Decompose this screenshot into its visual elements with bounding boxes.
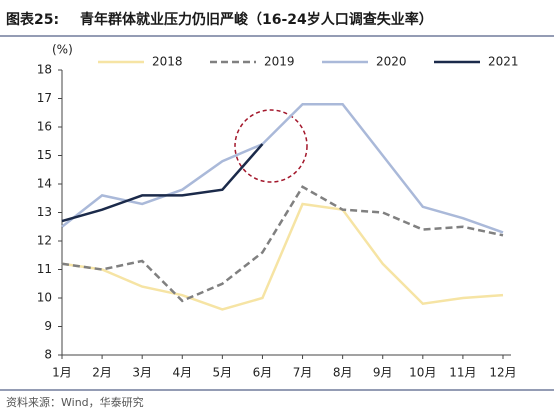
legend-label: 2020: [376, 55, 407, 69]
y-tick-label: 11: [37, 262, 52, 276]
y-tick-label: 9: [44, 319, 52, 333]
y-tick-label: 8: [44, 348, 52, 362]
x-tick-label: 11月: [449, 366, 476, 380]
y-tick-label: 17: [37, 91, 52, 105]
legend-label: 2019: [264, 55, 295, 69]
x-tick-label: 6月: [253, 366, 273, 380]
x-tick-label: 3月: [132, 366, 152, 380]
x-tick-label: 8月: [333, 366, 353, 380]
series-line: [61, 185, 504, 303]
series-line: [61, 202, 504, 311]
series-line: [61, 102, 504, 234]
source: 资料来源：Wind，华泰研究: [6, 395, 144, 409]
y-tick-label: 13: [37, 205, 52, 219]
legend-label: 2021: [488, 55, 519, 69]
x-tick-label: 4月: [172, 366, 192, 380]
y-tick-label: 14: [37, 177, 52, 191]
x-tick-label: 7月: [293, 366, 313, 380]
x-tick-label: 5月: [213, 366, 233, 380]
x-tick-label: 2月: [92, 366, 112, 380]
y-tick-label: 10: [37, 291, 52, 305]
x-tick-label: 1月: [52, 366, 72, 380]
series-line: [61, 143, 264, 223]
legend-label: 2018: [152, 55, 183, 69]
chart-title-label: 图表25:: [6, 11, 59, 28]
y-tick-label: 12: [37, 234, 52, 248]
y-tick-label: 18: [37, 63, 52, 77]
x-tick-label: 9月: [373, 366, 393, 380]
x-tick-label: 10月: [409, 366, 436, 380]
y-tick-label: 16: [37, 120, 52, 134]
y-unit: (%): [52, 43, 73, 57]
x-tick-label: 12月: [489, 366, 516, 380]
chart-title: 青年群体就业压力仍旧严峻（16-24岁人口调查失业率）: [80, 11, 433, 28]
highlight-circle: [234, 109, 308, 183]
y-tick-label: 15: [37, 148, 52, 162]
